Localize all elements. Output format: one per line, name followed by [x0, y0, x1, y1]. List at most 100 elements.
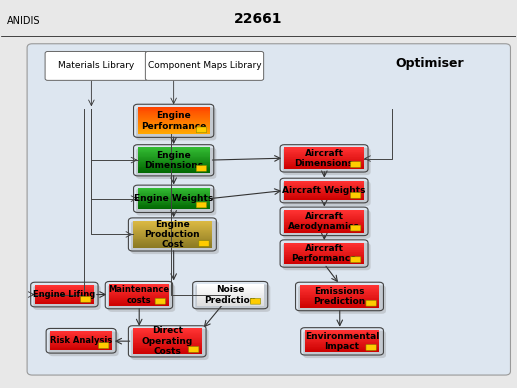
- Bar: [197, 303, 264, 304]
- Bar: [138, 196, 210, 197]
- Bar: [138, 198, 210, 199]
- Bar: [132, 230, 212, 232]
- Bar: [138, 116, 210, 117]
- Bar: [300, 299, 379, 300]
- Bar: [284, 225, 364, 227]
- Bar: [197, 284, 264, 285]
- Bar: [300, 291, 379, 292]
- Bar: [284, 257, 364, 258]
- Bar: [35, 289, 94, 290]
- Bar: [132, 232, 212, 234]
- Text: Direct
Operating
Costs: Direct Operating Costs: [142, 326, 193, 356]
- Bar: [284, 181, 364, 182]
- Bar: [132, 222, 212, 223]
- Bar: [305, 335, 379, 336]
- FancyBboxPatch shape: [283, 148, 371, 175]
- Bar: [284, 164, 364, 165]
- Bar: [197, 300, 264, 301]
- Bar: [35, 301, 94, 302]
- Bar: [197, 305, 264, 306]
- Bar: [110, 286, 169, 287]
- Bar: [110, 300, 169, 301]
- Bar: [284, 252, 364, 253]
- Bar: [138, 159, 210, 160]
- Bar: [138, 108, 210, 109]
- Bar: [138, 156, 210, 157]
- Bar: [132, 235, 212, 236]
- Bar: [132, 348, 202, 350]
- Bar: [132, 230, 212, 231]
- Bar: [138, 111, 210, 112]
- Bar: [305, 343, 379, 344]
- Bar: [284, 253, 364, 254]
- Bar: [35, 285, 94, 286]
- Bar: [197, 293, 264, 294]
- Bar: [110, 289, 169, 290]
- Bar: [132, 335, 202, 336]
- Bar: [138, 166, 210, 167]
- Bar: [284, 262, 364, 263]
- Bar: [284, 212, 364, 213]
- FancyBboxPatch shape: [145, 52, 264, 80]
- Bar: [197, 296, 264, 297]
- Bar: [35, 291, 94, 292]
- FancyBboxPatch shape: [189, 346, 199, 352]
- Bar: [284, 197, 364, 199]
- Bar: [305, 337, 379, 338]
- Bar: [132, 224, 212, 225]
- FancyBboxPatch shape: [199, 241, 209, 246]
- Bar: [284, 193, 364, 194]
- Bar: [284, 231, 364, 232]
- Bar: [110, 291, 169, 292]
- Bar: [35, 293, 94, 294]
- FancyBboxPatch shape: [131, 329, 209, 360]
- Bar: [300, 301, 379, 302]
- Bar: [35, 286, 94, 287]
- Bar: [110, 293, 169, 294]
- FancyBboxPatch shape: [45, 52, 148, 80]
- Bar: [110, 298, 169, 300]
- Bar: [50, 338, 112, 339]
- Bar: [284, 159, 364, 160]
- FancyBboxPatch shape: [283, 210, 371, 239]
- Bar: [132, 247, 212, 248]
- Text: Aircraft
Aerodynamics: Aircraft Aerodynamics: [288, 211, 360, 231]
- Bar: [138, 170, 210, 171]
- Bar: [284, 248, 364, 249]
- Bar: [132, 341, 202, 342]
- Bar: [50, 333, 112, 334]
- Bar: [305, 338, 379, 339]
- Bar: [284, 154, 364, 156]
- Bar: [132, 239, 212, 241]
- Bar: [284, 249, 364, 250]
- Bar: [284, 210, 364, 211]
- Bar: [138, 132, 210, 133]
- Bar: [305, 345, 379, 346]
- Bar: [284, 161, 364, 163]
- Bar: [284, 149, 364, 151]
- Bar: [138, 153, 210, 154]
- Bar: [197, 297, 264, 298]
- Bar: [305, 344, 379, 345]
- Text: Component Maps Library: Component Maps Library: [148, 61, 261, 70]
- Bar: [284, 196, 364, 197]
- Bar: [50, 346, 112, 347]
- Bar: [110, 301, 169, 302]
- Bar: [110, 295, 169, 296]
- Bar: [197, 301, 264, 302]
- Bar: [138, 151, 210, 152]
- Bar: [284, 222, 364, 223]
- Bar: [50, 334, 112, 335]
- Bar: [138, 201, 210, 203]
- Bar: [132, 229, 212, 230]
- Bar: [300, 287, 379, 288]
- Bar: [35, 290, 94, 291]
- Bar: [132, 246, 212, 247]
- Bar: [284, 183, 364, 184]
- Bar: [284, 153, 364, 154]
- Bar: [138, 130, 210, 131]
- Bar: [138, 147, 210, 149]
- Bar: [138, 149, 210, 150]
- FancyBboxPatch shape: [136, 188, 216, 216]
- Text: Aircraft Weights: Aircraft Weights: [282, 186, 366, 195]
